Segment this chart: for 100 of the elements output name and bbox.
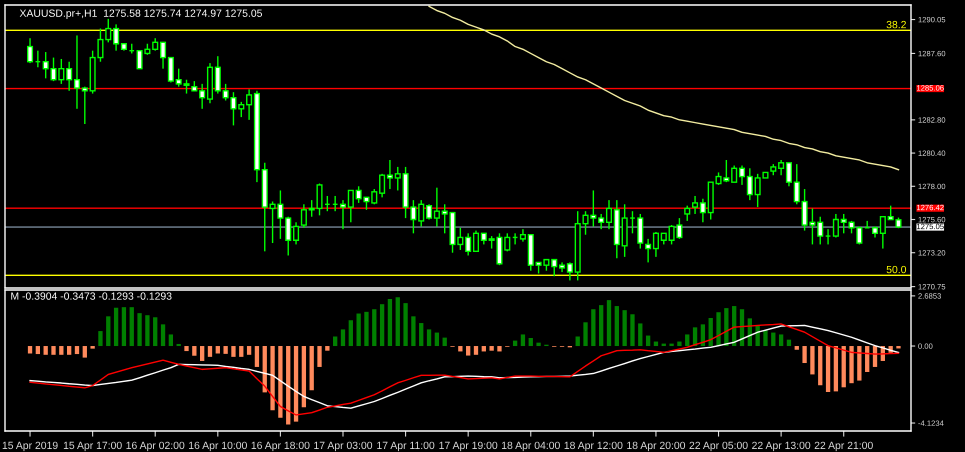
candlestick [856,226,862,246]
bar [254,346,260,367]
x-tick-label: 17 Apr 03:00 [314,442,372,452]
bar [333,336,338,346]
bar [497,346,502,352]
bar [865,346,870,372]
bar [842,346,846,388]
bar [396,297,400,346]
bar [59,346,64,355]
bar [231,346,236,357]
candlestick [340,199,346,230]
bar [748,318,752,346]
bar [192,346,196,356]
x-tick-label: 17 Apr 19:00 [439,442,498,452]
bar [168,334,174,346]
bar [348,320,353,346]
bar [724,308,729,346]
bar [536,342,541,346]
bar [583,322,588,346]
bar [262,346,267,392]
x-tick-label: 15 Apr 2019 [2,442,58,452]
bar [82,346,87,358]
bar [677,342,682,346]
bar [474,346,478,355]
bar [302,346,306,408]
bar [160,324,166,346]
bar [286,346,290,424]
candlestick [183,79,190,94]
bar [466,346,470,356]
bar [176,344,181,346]
candlestick [629,210,636,234]
candlestick [676,217,682,240]
x-tick-label: 18 Apr 12:00 [564,442,622,452]
candlestick [864,220,870,228]
candlestick [34,50,41,68]
bar [36,346,40,354]
bar [67,346,72,355]
candlestick [136,50,143,70]
annotation: 38.2 [886,20,906,28]
bar [364,312,369,346]
bar [44,346,48,355]
x-tick-label: 16 Apr 18:00 [252,442,310,452]
bar [137,313,142,346]
bar [388,298,392,346]
candlestick [692,195,698,215]
candlestick [324,195,330,212]
x-tick-label: 22 Apr 05:00 [690,442,748,452]
bar [818,346,822,386]
candlestick [74,34,80,110]
bar [771,332,776,346]
bar [622,310,627,346]
bar [708,318,713,346]
candlestick [128,43,135,54]
bar [638,323,642,346]
candlestick [512,232,518,246]
candlestick [872,226,878,238]
bar [98,331,103,346]
bar [310,346,314,390]
bar [763,330,768,346]
bar [216,346,220,354]
bar [246,346,252,355]
bar [778,334,784,346]
bar [606,300,612,346]
candlestick [582,210,589,236]
bar [28,346,32,354]
bar [489,346,494,351]
candlestick [684,204,690,222]
bar [646,336,650,346]
bar [153,317,158,346]
bar [356,314,361,346]
bar [278,346,283,418]
bar [403,303,408,346]
bar [458,346,462,352]
bar [654,342,658,346]
bar [576,336,580,346]
bar [520,334,526,346]
bar [591,309,596,346]
bar [325,346,330,351]
bar [826,346,830,392]
bar [669,344,674,346]
bar [794,346,799,350]
bar [599,305,604,346]
bar [426,329,432,346]
x-tick-label: 18 Apr 20:00 [627,442,686,452]
bar [802,346,807,364]
bar [614,306,619,346]
bar [51,346,56,355]
bar [700,324,706,346]
bar [662,344,666,346]
bar [106,316,110,346]
annotation: 50.0 [886,266,906,274]
bar [74,346,80,354]
chart-title: M -0.3904 -0.3473 -0.1293 -0.1293 [11,292,172,300]
x-tick-label: 22 Apr 13:00 [752,442,810,452]
bar [786,340,792,346]
bar [528,338,533,346]
candlestick [50,56,57,82]
bar [419,323,424,346]
bar [145,315,150,346]
bar [685,334,690,346]
